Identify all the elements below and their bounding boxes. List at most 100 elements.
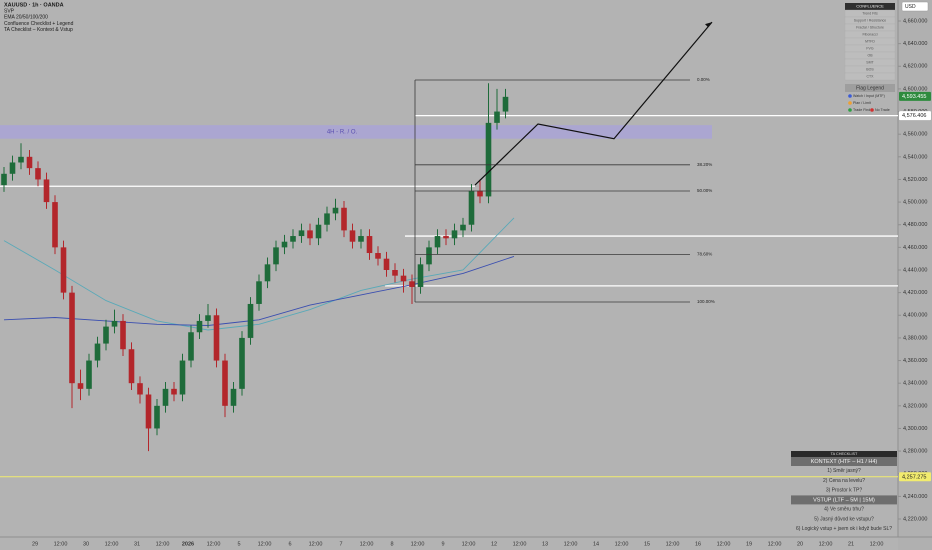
- zone-label: 4H - R. / O.: [327, 129, 358, 135]
- x-tick-label: 12: [491, 541, 497, 547]
- y-tick-label: 4,640.000: [903, 41, 927, 47]
- y-tick-label: 4,520.000: [903, 177, 927, 183]
- candle-body: [162, 388, 169, 406]
- header-line: XAUUSD · 1h · OANDA: [4, 2, 64, 8]
- x-tick-label: 8: [390, 541, 393, 547]
- x-tick-label: 15: [644, 541, 650, 547]
- candle-body: [69, 292, 75, 384]
- x-tick-label: 12:00: [207, 541, 221, 547]
- candle-body: [86, 360, 92, 389]
- candle-body: [213, 315, 220, 361]
- candle-body: [171, 388, 177, 395]
- confluence-item: Fibonacci: [863, 32, 878, 36]
- x-tick-label: 13: [542, 541, 548, 547]
- candle-body: [103, 326, 109, 344]
- x-tick-label: 21: [848, 541, 854, 547]
- y-tick-label: 4,360.000: [903, 358, 927, 364]
- x-tick-label: 20: [797, 541, 803, 547]
- candle-body: [349, 230, 356, 242]
- price-tag: [899, 91, 931, 101]
- legend-title: Flag Legend: [856, 85, 884, 91]
- y-tick-label: 4,460.000: [903, 245, 927, 251]
- y-tick-label: 4,620.000: [903, 64, 927, 70]
- price-tag-label: 4,257.275: [902, 474, 926, 480]
- candle-body: [358, 236, 364, 242]
- candle-body: [315, 224, 322, 239]
- confluence-item: BOS: [866, 67, 874, 71]
- checklist-item: 6) Logický vstup + jsem ok i když bude S…: [796, 526, 892, 532]
- candle-body: [460, 224, 466, 231]
- confluence-header: [845, 3, 895, 10]
- legend-item: No Trade: [875, 108, 890, 112]
- legend-item: Trade Find: [853, 108, 870, 112]
- confluence-item: Fractal / Structure: [856, 25, 884, 29]
- x-tick-label: 19: [746, 541, 752, 547]
- fib-label: 50.00%: [697, 188, 712, 193]
- y-tick-label: 4,480.000: [903, 222, 927, 228]
- candle-body: [196, 320, 203, 333]
- x-tick-label: 12:00: [870, 541, 884, 547]
- candle-body: [273, 247, 279, 265]
- candle-body: [52, 202, 58, 248]
- legend-header: [845, 84, 895, 92]
- candle-body: [1, 173, 7, 186]
- x-tick-label: 12:00: [105, 541, 119, 547]
- x-tick-label: 7: [339, 541, 342, 547]
- candle-body: [154, 405, 160, 429]
- x-tick-label: 12:00: [717, 541, 731, 547]
- candle-body: [247, 303, 254, 338]
- y-tick-label: 4,540.000: [903, 154, 927, 160]
- confluence-row: [844, 72, 896, 81]
- candle-body: [35, 168, 41, 180]
- candle-body: [307, 230, 313, 239]
- legend-item: Plan / Limit: [853, 101, 871, 105]
- x-tick-label: 12:00: [54, 541, 68, 547]
- candle-body: [477, 190, 483, 197]
- x-tick-label: 12:00: [564, 541, 578, 547]
- x-tick-label: 12:00: [462, 541, 476, 547]
- candle-body: [383, 258, 390, 270]
- x-tick-label: 12:00: [819, 541, 833, 547]
- candle-body: [281, 241, 288, 248]
- x-tick-label: 12:00: [258, 541, 272, 547]
- price-tag: [899, 472, 931, 482]
- legend-dot: [848, 94, 852, 98]
- ema-line: [3, 217, 515, 331]
- price-tag-label: 4,576.406: [902, 113, 926, 119]
- candle-body: [111, 320, 118, 327]
- x-tick-label: 29: [32, 541, 38, 547]
- y-tick-label: 4,660.000: [903, 18, 927, 24]
- price-tag: [899, 111, 931, 121]
- confluence-item: Support / Resistance: [854, 18, 887, 22]
- fib-label: 100.00%: [697, 299, 715, 304]
- candle-body: [18, 156, 24, 163]
- currency: USD: [905, 4, 916, 10]
- checklist-item: 3) Prostor k TP?: [826, 488, 863, 494]
- y-tick-label: 4,380.000: [903, 335, 927, 341]
- header-line: SVP: [4, 9, 15, 15]
- legend-item: Watch / Input (MTF): [853, 94, 885, 98]
- y-tick-label: 4,560.000: [903, 132, 927, 138]
- candle-body: [375, 253, 381, 259]
- confluence-item: CTX: [867, 74, 875, 78]
- checklist-item: 1) Směr jasný?: [827, 468, 861, 474]
- y-tick-label: 4,240.000: [903, 494, 927, 500]
- legend-dot: [848, 108, 852, 112]
- candle-body: [366, 236, 373, 254]
- candle-body: [494, 111, 500, 123]
- y-tick-label: 4,320.000: [903, 403, 927, 409]
- checklist-item: 5) Jasný důvod ke vstupu?: [814, 515, 874, 522]
- checklist-item: 2) Cena na levelu?: [823, 478, 865, 484]
- candle-body: [179, 360, 186, 395]
- y-tick-label: 4,420.000: [903, 290, 927, 296]
- currency-box: [901, 1, 929, 12]
- candle-body: [222, 360, 228, 406]
- checklist-section-title: VSTUP (LTF – 5M | 15M): [813, 497, 875, 503]
- fib-label: 38.20%: [697, 162, 712, 167]
- x-tick-label: 12:00: [360, 541, 374, 547]
- y-tick-label: 4,300.000: [903, 426, 927, 432]
- checklist-section: [791, 495, 897, 505]
- candle-body: [239, 337, 245, 389]
- price-axis-area: [898, 0, 932, 550]
